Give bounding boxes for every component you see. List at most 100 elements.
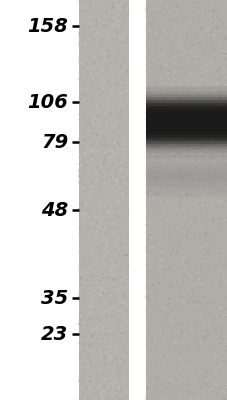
Point xyxy=(98,353,101,359)
Point xyxy=(158,114,161,120)
Point xyxy=(114,129,118,135)
Point xyxy=(165,58,168,65)
Point xyxy=(116,142,119,148)
Point xyxy=(79,382,83,389)
Point xyxy=(192,372,196,378)
Point xyxy=(171,82,175,89)
Point xyxy=(185,254,189,260)
Point xyxy=(106,308,110,314)
Point xyxy=(189,2,192,8)
Point xyxy=(113,356,117,363)
Point xyxy=(210,46,213,52)
Point xyxy=(195,302,199,308)
Point xyxy=(207,148,211,154)
Point xyxy=(110,248,113,254)
Point xyxy=(216,31,219,37)
Point xyxy=(86,328,90,334)
Point xyxy=(178,357,181,364)
Point xyxy=(122,380,126,387)
Point xyxy=(125,176,128,182)
Point xyxy=(104,337,108,343)
Point xyxy=(168,286,171,292)
Point xyxy=(166,86,169,92)
Point xyxy=(146,88,150,94)
Point xyxy=(79,376,83,382)
Point xyxy=(220,139,223,145)
Point xyxy=(86,214,90,220)
Point xyxy=(208,355,212,362)
Point xyxy=(154,356,157,362)
Point xyxy=(166,142,170,148)
Point xyxy=(202,386,205,392)
Point xyxy=(218,74,222,80)
Point xyxy=(173,338,177,345)
Point xyxy=(98,116,101,123)
Point xyxy=(99,146,103,152)
Point xyxy=(223,105,226,111)
Point xyxy=(97,372,100,379)
Point xyxy=(92,259,96,265)
Point xyxy=(216,120,220,126)
Point xyxy=(91,305,95,311)
Point xyxy=(206,162,209,168)
Point xyxy=(215,264,218,271)
Point xyxy=(147,154,151,161)
Point xyxy=(99,280,102,287)
Point xyxy=(116,252,120,259)
Point xyxy=(155,91,159,97)
Point xyxy=(190,6,194,12)
Point xyxy=(120,324,124,330)
Point xyxy=(185,143,188,150)
Point xyxy=(102,330,106,336)
Point xyxy=(207,3,211,10)
Point xyxy=(78,226,81,232)
Point xyxy=(207,270,211,276)
Point xyxy=(120,225,124,231)
Point xyxy=(181,137,185,144)
Point xyxy=(122,194,125,200)
Point xyxy=(103,124,106,131)
Point xyxy=(218,267,222,273)
Point xyxy=(180,92,183,98)
Point xyxy=(183,330,187,336)
Point xyxy=(165,365,169,371)
Point xyxy=(109,240,113,246)
Point xyxy=(77,75,81,82)
Point xyxy=(106,8,110,14)
Point xyxy=(111,220,114,226)
Point xyxy=(122,394,126,400)
Point xyxy=(205,44,209,50)
Point xyxy=(205,58,209,64)
Point xyxy=(181,183,185,190)
Point xyxy=(91,252,95,258)
Point xyxy=(102,46,105,52)
Point xyxy=(116,50,120,56)
Point xyxy=(155,279,159,286)
Point xyxy=(78,32,81,38)
Point xyxy=(199,52,203,58)
Point xyxy=(88,0,91,5)
Point xyxy=(93,269,96,275)
Point xyxy=(110,4,114,11)
Point xyxy=(169,66,173,72)
Point xyxy=(204,119,207,125)
Point xyxy=(89,278,92,284)
Point xyxy=(207,255,210,262)
Point xyxy=(205,2,209,8)
Point xyxy=(123,106,127,113)
Point xyxy=(175,4,178,10)
Point xyxy=(87,335,91,342)
Point xyxy=(86,378,89,384)
Point xyxy=(101,385,104,391)
Point xyxy=(115,224,119,230)
Point xyxy=(152,10,156,16)
Point xyxy=(192,157,196,164)
Point xyxy=(113,26,116,32)
Point xyxy=(188,389,192,395)
Point xyxy=(89,185,92,192)
Point xyxy=(118,181,122,188)
Point xyxy=(113,140,116,146)
Point xyxy=(175,100,178,106)
Point xyxy=(172,26,175,32)
Point xyxy=(175,150,178,156)
